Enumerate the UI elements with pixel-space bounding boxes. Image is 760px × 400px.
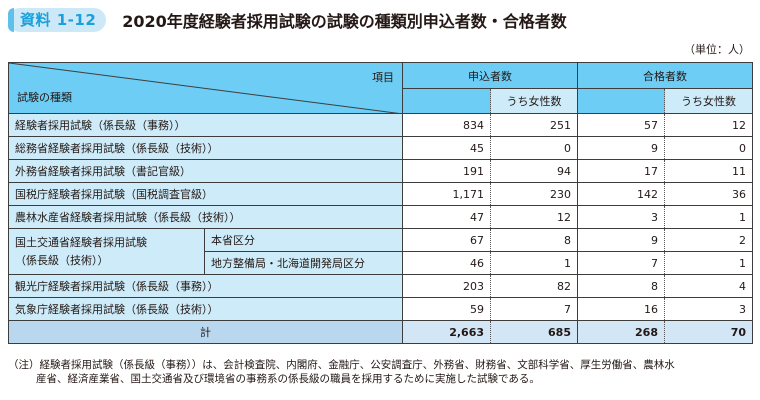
cell-passed-women: 1 bbox=[664, 205, 753, 229]
group-label-line1: 国土交通省経験者採用試験 bbox=[15, 235, 147, 249]
cell-passed-women: 3 bbox=[664, 297, 753, 321]
table-row: 観光庁経験者採用試験（係長級（事務）） 203 82 8 4 bbox=[8, 274, 753, 298]
table-row: 国土交通省経験者採用試験 （係長級（技術）） 本省区分 67 8 9 2 bbox=[8, 228, 753, 275]
cell-applicants: 191 bbox=[402, 159, 491, 183]
cell-passed: 8 bbox=[577, 274, 665, 298]
table-row: 経験者採用試験（係長級（事務）） 834 251 57 12 bbox=[8, 113, 753, 137]
cell-passed: 3 bbox=[577, 205, 665, 229]
table-row: 国税庁経験者採用試験（国税調査官級） 1,171 230 142 36 bbox=[8, 182, 753, 206]
diagonal-line bbox=[9, 63, 403, 114]
row-label: 気象庁経験者採用試験（係長級（技術）） bbox=[8, 297, 403, 321]
cell-applicants-women: 0 bbox=[490, 136, 578, 160]
data-table: 項目 試験の種類 申込者数 合格者数 うち女性数 うち女性数 経験者採用試験（係… bbox=[8, 62, 753, 344]
row-label: 農林水産省経験者採用試験（係長級（技術）） bbox=[8, 205, 403, 229]
row-label: 総務省経験者採用試験（係長級（技術）） bbox=[8, 136, 403, 160]
cell-applicants-women: 7 bbox=[490, 297, 578, 321]
cell-applicants-women: 1 bbox=[490, 251, 578, 275]
table-row: 外務省経験者採用試験（書記官級） 191 94 17 11 bbox=[8, 159, 753, 183]
cell-passed: 7 bbox=[577, 251, 665, 275]
table-row: 気象庁経験者採用試験（係長級（技術）） 59 7 16 3 bbox=[8, 297, 753, 321]
cell-passed: 16 bbox=[577, 297, 665, 321]
cell-applicants: 834 bbox=[402, 113, 491, 137]
cell-applicants-women: 8 bbox=[490, 228, 578, 252]
row-label: 観光庁経験者採用試験（係長級（事務）） bbox=[8, 274, 403, 298]
row-label: 経験者採用試験（係長級（事務）） bbox=[8, 113, 403, 137]
total-label: 計 bbox=[8, 320, 403, 344]
cell-passed-women: 36 bbox=[664, 182, 753, 206]
cell-applicants: 203 bbox=[402, 274, 491, 298]
cell-passed-women: 0 bbox=[664, 136, 753, 160]
col-header-passed-women: うち女性数 bbox=[664, 88, 753, 114]
group-label: 国土交通省経験者採用試験 （係長級（技術）） bbox=[8, 228, 205, 275]
unit-label: （単位：人） bbox=[684, 43, 750, 56]
table-row: 農林水産省経験者採用試験（係長級（技術）） 47 12 3 1 bbox=[8, 205, 753, 229]
cell-applicants-women: 82 bbox=[490, 274, 578, 298]
cell-passed: 9 bbox=[577, 136, 665, 160]
total-row: 計 2,663 685 268 70 bbox=[8, 320, 753, 344]
col-header-applicants: 申込者数 bbox=[402, 62, 578, 89]
col-header-passed: 合格者数 bbox=[577, 62, 753, 89]
footnote: （注）経験者採用試験（係長級（事務））は、会計検査院、内閣府、金融庁、公安調査庁… bbox=[8, 358, 752, 386]
total-passed: 268 bbox=[577, 320, 665, 344]
cell-passed: 9 bbox=[577, 228, 665, 252]
cell-passed: 57 bbox=[577, 113, 665, 137]
cell-passed: 142 bbox=[577, 182, 665, 206]
cell-passed-women: 1 bbox=[664, 251, 753, 275]
cell-applicants: 67 bbox=[402, 228, 491, 252]
total-passed-women: 70 bbox=[664, 320, 753, 344]
cell-applicants-women: 251 bbox=[490, 113, 578, 137]
cell-applicants-women: 230 bbox=[490, 182, 578, 206]
cell-passed-women: 11 bbox=[664, 159, 753, 183]
table-row: 総務省経験者採用試験（係長級（技術）） 45 0 9 0 bbox=[8, 136, 753, 160]
corner-bottom-label: 試験の種類 bbox=[17, 91, 72, 104]
cell-applicants: 59 bbox=[402, 297, 491, 321]
header-spacer bbox=[402, 88, 491, 114]
corner-header: 項目 試験の種類 bbox=[8, 62, 403, 114]
cell-applicants-women: 94 bbox=[490, 159, 578, 183]
col-header-applicants-women: うち女性数 bbox=[490, 88, 578, 114]
cell-applicants: 45 bbox=[402, 136, 491, 160]
group-label-line2: （係長級（技術）） bbox=[15, 253, 109, 267]
subrow-label: 本省区分 bbox=[204, 228, 403, 252]
document-badge: 資料 1-12 bbox=[8, 8, 107, 32]
cell-passed-women: 12 bbox=[664, 113, 753, 137]
cell-applicants-women: 12 bbox=[490, 205, 578, 229]
page-title: 2020年度経験者採用試験の試験の種類別申込者数・合格者数 bbox=[122, 12, 567, 31]
cell-applicants: 47 bbox=[402, 205, 491, 229]
row-label: 外務省経験者採用試験（書記官級） bbox=[8, 159, 403, 183]
footnote-line1: （注）経験者採用試験（係長級（事務））は、会計検査院、内閣府、金融庁、公安調査庁… bbox=[8, 359, 675, 371]
cell-applicants: 46 bbox=[402, 251, 491, 275]
header-spacer bbox=[577, 88, 665, 114]
cell-passed: 17 bbox=[577, 159, 665, 183]
subrow-label: 地方整備局・北海道開発局区分 bbox=[204, 251, 403, 275]
corner-top-label: 項目 bbox=[372, 71, 394, 84]
total-applicants-women: 685 bbox=[490, 320, 578, 344]
cell-applicants: 1,171 bbox=[402, 182, 491, 206]
total-applicants: 2,663 bbox=[402, 320, 491, 344]
title-row: 資料 1-12 2020年度経験者採用試験の試験の種類別申込者数・合格者数 bbox=[8, 6, 567, 34]
row-label: 国税庁経験者採用試験（国税調査官級） bbox=[8, 182, 403, 206]
footnote-line2: 産省、経済産業省、国土交通省及び環境省の事務系の係長級の職員を採用するために実施… bbox=[36, 373, 540, 385]
cell-passed-women: 2 bbox=[664, 228, 753, 252]
cell-passed-women: 4 bbox=[664, 274, 753, 298]
